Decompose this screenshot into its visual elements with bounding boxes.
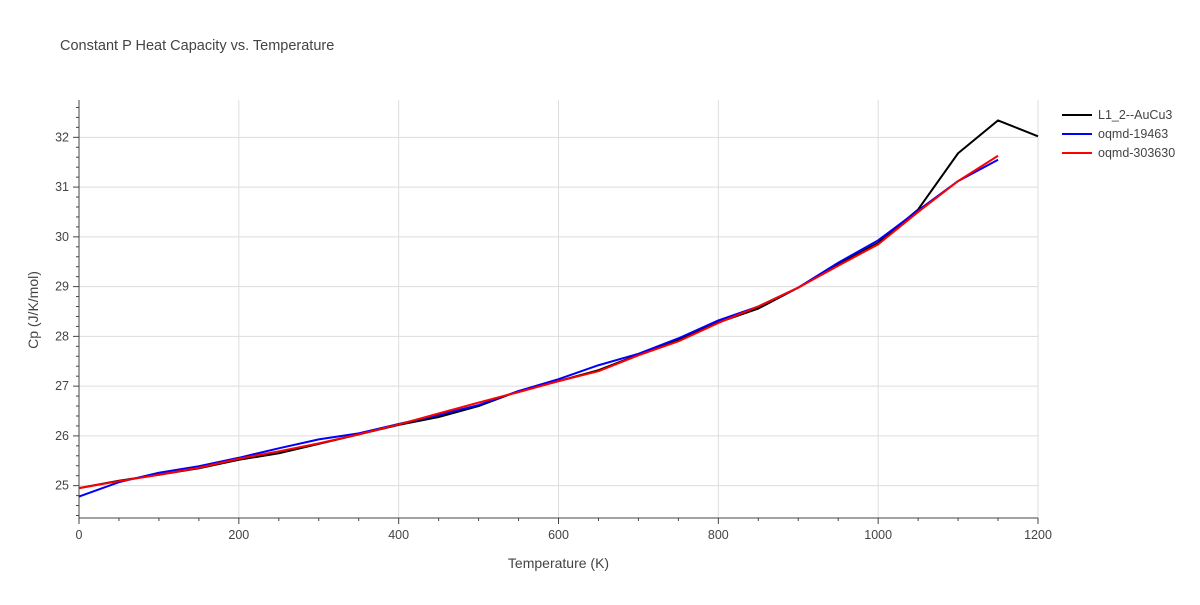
x-tick-label: 1000 — [864, 528, 892, 542]
y-tick-label: 25 — [55, 479, 69, 493]
x-tick-label: 0 — [76, 528, 83, 542]
x-tick-label: 200 — [228, 528, 249, 542]
y-axis-title: Cp (J/K/mol) — [25, 271, 41, 349]
series-line-2 — [78, 158, 999, 498]
legend-label: L1_2--AuCu3 — [1098, 108, 1172, 122]
legend[interactable]: L1_2--AuCu3 oqmd-19463 oqmd-303630 — [1062, 108, 1175, 160]
legend-item[interactable]: oqmd-303630 — [1062, 146, 1175, 160]
x-tick-label: 600 — [548, 528, 569, 542]
x-tick-label: 1200 — [1024, 528, 1052, 542]
y-tick-label: 27 — [55, 379, 69, 393]
y-tick-label: 26 — [55, 429, 69, 443]
legend-label: oqmd-19463 — [1098, 127, 1168, 141]
y-tick-label: 30 — [55, 230, 69, 244]
grid — [79, 100, 1039, 518]
x-axis-title: Temperature (K) — [508, 555, 609, 571]
chart-title: Constant P Heat Capacity vs. Temperature — [60, 38, 334, 54]
legend-item[interactable]: L1_2--AuCu3 — [1062, 108, 1172, 122]
y-tick-label: 32 — [55, 130, 69, 144]
axes: 0 200 400 600 800 1000 1200 25 26 27 28 29 30 31 32 — [55, 100, 1052, 542]
legend-label: oqmd-303630 — [1098, 146, 1175, 160]
series-line-3 — [78, 154, 999, 490]
y-tick-label: 31 — [55, 180, 69, 194]
y-tick-label: 28 — [55, 329, 69, 343]
plot-area — [78, 119, 1039, 498]
x-tick-label: 400 — [388, 528, 409, 542]
y-tick-label: 29 — [55, 280, 69, 294]
x-tick-label: 800 — [708, 528, 729, 542]
legend-item[interactable]: oqmd-19463 — [1062, 127, 1168, 141]
